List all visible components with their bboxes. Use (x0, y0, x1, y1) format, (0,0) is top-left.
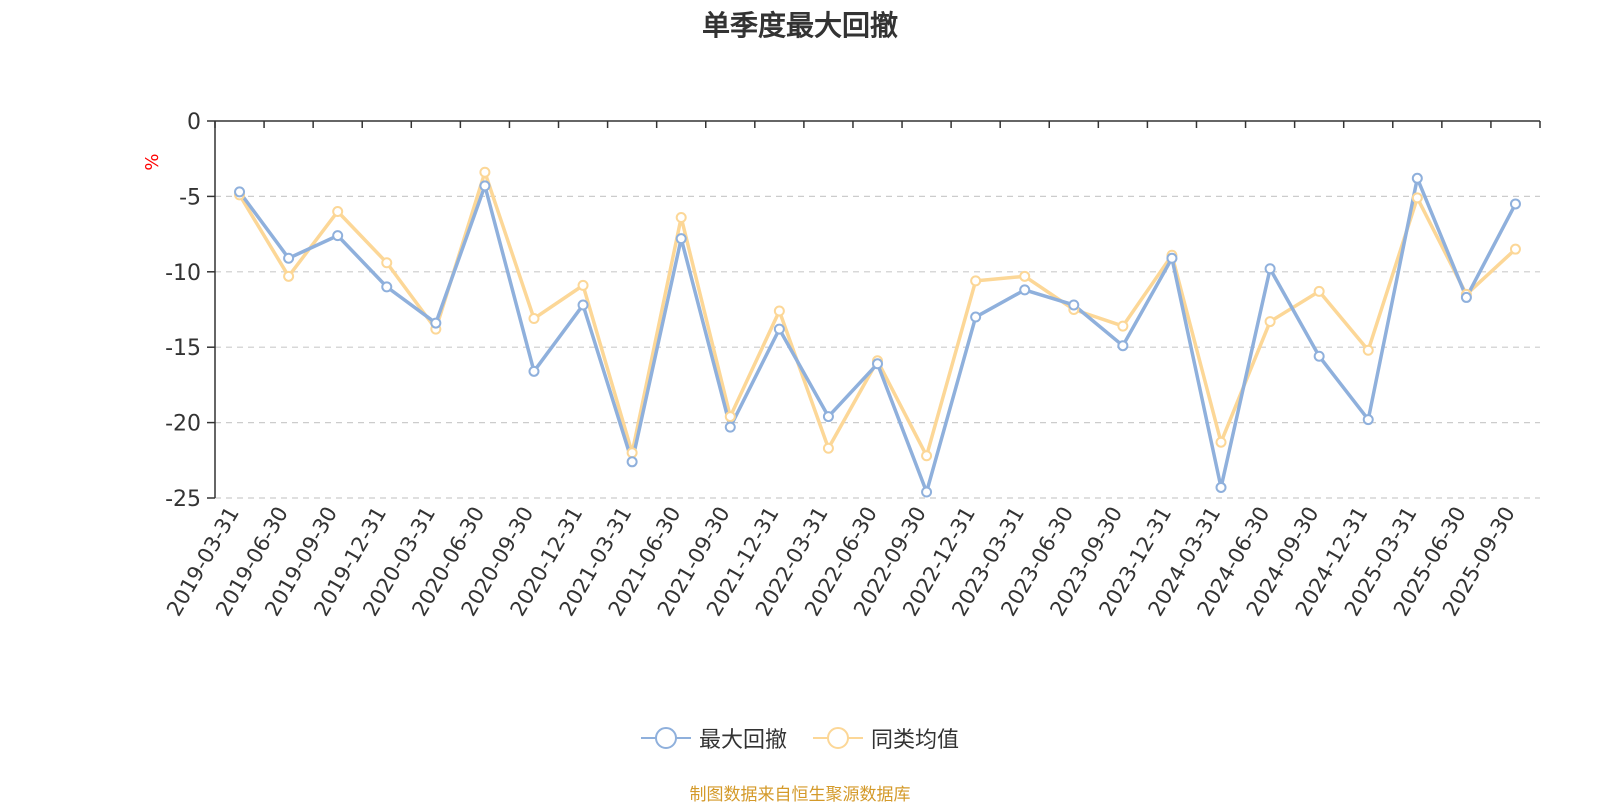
data-point-1 (675, 212, 687, 224)
data-point-0 (773, 323, 785, 335)
data-point-0 (1362, 414, 1374, 426)
y-tick-label: -10 (165, 261, 201, 286)
data-point-0 (1215, 481, 1227, 493)
data-point-1 (1215, 436, 1227, 448)
data-point-0 (1166, 252, 1178, 264)
data-point-1 (724, 411, 736, 423)
data-point-1 (1509, 243, 1521, 255)
data-point-0 (724, 421, 736, 433)
data-point-0 (675, 233, 687, 245)
data-point-0 (872, 358, 883, 370)
data-point-1 (1019, 270, 1031, 282)
data-point-1 (332, 205, 344, 217)
data-point-0 (1411, 172, 1423, 184)
legend: 最大回撤 同类均值 (0, 722, 1600, 754)
data-point-0 (430, 317, 442, 329)
chart-title: 单季度最大回撤 (701, 9, 898, 42)
legend-line-circle-icon (813, 727, 863, 749)
data-point-0 (921, 486, 933, 498)
data-point-0 (1117, 340, 1129, 352)
data-point-0 (1019, 284, 1031, 296)
data-point-0 (479, 180, 491, 192)
data-point-0 (1313, 350, 1325, 362)
data-point-0 (332, 230, 344, 242)
data-point-1 (1117, 320, 1129, 332)
data-point-1 (970, 275, 982, 287)
data-point-0 (381, 281, 393, 293)
data-point-1 (626, 447, 638, 459)
data-point-0 (1068, 299, 1080, 311)
data-point-1 (283, 270, 295, 282)
data-point-0 (234, 186, 246, 198)
series-line-0 (238, 176, 1518, 494)
y-tick-label: -20 (165, 412, 201, 437)
data-point-1 (1362, 344, 1374, 356)
legend-item-max-drawdown[interactable]: 最大回撤 (640, 722, 787, 754)
data-point-0 (577, 299, 589, 311)
data-point-1 (822, 442, 834, 454)
data-point-1 (479, 166, 491, 178)
data-point-0 (283, 252, 295, 264)
data-point-0 (1509, 198, 1521, 210)
data-point-1 (1313, 285, 1325, 297)
y-axis-label: % (142, 153, 163, 170)
y-tick-label: -15 (165, 336, 201, 361)
data-point-0 (528, 365, 540, 377)
y-tick-label: 0 (187, 110, 201, 135)
series-line-1 (238, 170, 1517, 458)
data-point-1 (1264, 316, 1276, 328)
legend-line-circle-icon (640, 727, 691, 749)
source-note: 制图数据来自恒生聚源数据库 (689, 785, 911, 805)
data-point-1 (773, 305, 785, 317)
data-point-1 (1411, 192, 1423, 204)
data-point-0 (1264, 263, 1276, 275)
data-point-1 (528, 313, 540, 325)
data-point-1 (381, 257, 393, 269)
data-point-0 (970, 311, 982, 323)
legend-label-peer-average: 同类均值 (871, 728, 960, 753)
legend-label-max-drawdown: 最大回撤 (698, 728, 787, 753)
data-point-1 (577, 279, 589, 291)
data-point-0 (822, 411, 834, 423)
legend-item-peer-average[interactable]: 同类均值 (813, 722, 959, 754)
data-point-0 (626, 456, 638, 468)
data-point-1 (921, 450, 933, 462)
data-point-0 (1460, 291, 1472, 303)
y-tick-label: -5 (179, 185, 201, 210)
y-tick-label: -25 (165, 487, 201, 512)
